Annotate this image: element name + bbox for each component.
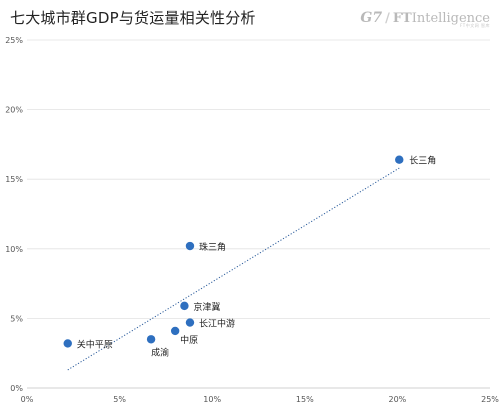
data-point-label: 京津冀: [193, 301, 220, 313]
data-point: [170, 326, 180, 336]
x-tick-label: 25%: [481, 395, 499, 404]
y-tick-label: 25%: [5, 36, 23, 45]
x-tick-label: 5%: [113, 395, 126, 404]
trendline-layer: [67, 167, 400, 371]
x-tick-label: 0%: [21, 395, 34, 404]
y-tick-label: 10%: [5, 245, 23, 254]
x-tick-label: 20%: [389, 395, 407, 404]
data-point-label: 中原: [180, 334, 198, 346]
x-tick-label: 15%: [296, 395, 314, 404]
logo-subtitle: FT中文网 智库: [460, 23, 490, 28]
grid-layer: [27, 39, 490, 319]
logo-separator: /: [385, 11, 390, 26]
chart-title: 七大城市群GDP与货运量相关性分析: [10, 9, 256, 27]
brand-logo: G7/FTIntelligence: [360, 7, 490, 26]
data-point-label: 长江中游: [199, 318, 235, 330]
data-point: [180, 301, 189, 311]
y-tick-label: 5%: [10, 314, 23, 323]
logo-mark-g7: G7: [360, 10, 383, 26]
data-point-label: 珠三角: [199, 241, 226, 253]
logo-mark-ft: FT: [392, 11, 412, 26]
x-tick-label: 10%: [203, 395, 221, 404]
data-point: [185, 241, 195, 251]
data-point: [395, 155, 404, 164]
y-tick-label: 0%: [10, 384, 23, 393]
data-point-label: 长三角: [409, 155, 436, 167]
points-layer: [63, 155, 404, 348]
data-point: [146, 335, 156, 344]
axis-layer: 0% 5% 10% 15% 20% 25% 0% 5% 10% 15% 20% 25%: [5, 36, 499, 404]
data-point: [185, 318, 195, 327]
y-tick-label: 15%: [5, 175, 23, 184]
logo-mark-intelligence: Intelligence: [411, 11, 490, 26]
data-point: [63, 339, 72, 348]
trendline: [67, 167, 400, 371]
y-tick-label: 20%: [5, 106, 23, 115]
data-point-label: 关中平原: [77, 338, 113, 350]
data-point-label: 成渝: [151, 346, 169, 358]
